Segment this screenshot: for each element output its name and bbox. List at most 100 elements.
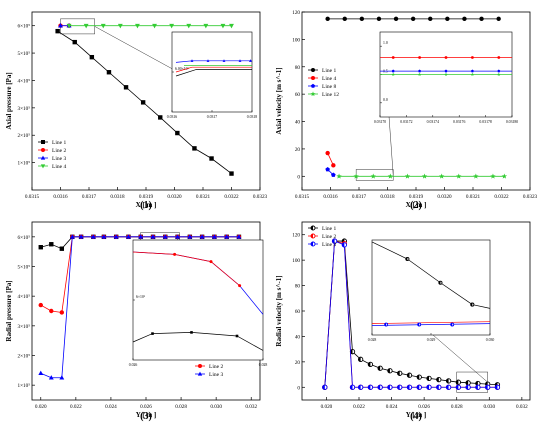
data-point [59, 375, 65, 380]
legend: Line 1 Line 2 Line 3 [308, 225, 336, 248]
y-tick-label: 20 [295, 360, 301, 366]
inset-data-point [238, 59, 242, 62]
x-tick-label: 0.0316 [53, 194, 68, 200]
inset-frame [171, 31, 253, 113]
y-tick-label: 2×10⁵ [17, 354, 30, 360]
x-tick-label: 0.0323 [523, 194, 538, 200]
data-point [455, 384, 461, 390]
data-point [152, 23, 157, 29]
x-tick-label: 0.0317 [82, 194, 97, 200]
y-tick-label: 120 [292, 10, 300, 16]
x-tick-label: 0.0322 [224, 194, 239, 200]
y-tick-label: 5×10⁵ [17, 51, 30, 57]
inset-data-point [222, 59, 226, 62]
data-point [436, 377, 442, 383]
x-tick-label: 0.0318 [380, 194, 395, 200]
data-point [445, 378, 452, 384]
data-point [426, 384, 432, 390]
data-point [162, 234, 168, 239]
data-point [336, 173, 342, 179]
data-point [359, 16, 365, 22]
legend: Line 1 Line 2 Line 3 Line 4 [38, 140, 66, 170]
data-point [135, 23, 140, 29]
data-point [229, 171, 234, 176]
legend-label: Line 1 [322, 68, 336, 74]
chart-panel-3: 0.020 0.022 0.024 0.026 0.028 0.030 0.032 1×10⁵… [5, 221, 267, 419]
data-point [192, 146, 197, 151]
x-tick-label: 0.028 [175, 404, 187, 410]
inset-x-tick-label: 0.03170 [374, 120, 386, 124]
inset-y-tick-label: 0.5 [383, 70, 388, 74]
inset-x-tick-label: 0.03174 [427, 120, 439, 124]
inset-data-point [497, 56, 501, 59]
data-point [59, 310, 65, 315]
data-point [397, 370, 403, 376]
data-point [203, 23, 209, 29]
y-tick-label: 0 [297, 385, 300, 391]
legend-label: Line 3 [209, 372, 223, 378]
zoom-box [60, 18, 95, 35]
y-axis-label: Radial velocity [m s^-1] [275, 275, 283, 346]
y-tick-label: 1×10⁵ [17, 161, 30, 167]
x-tick-label: 0.0320 [437, 194, 452, 200]
legend-label: Line 1 [52, 140, 66, 146]
data-point [438, 173, 445, 179]
legend-marker [310, 233, 316, 239]
data-point [462, 16, 467, 22]
data-point [494, 384, 501, 390]
inset-chart: 0.0316 0.0317 0.0318 6.00×10⁵ [167, 31, 257, 119]
data-point [428, 16, 433, 22]
panel-caption-3: (3) [140, 411, 152, 422]
legend-label: Line 2 [209, 364, 223, 370]
inset-series-line [132, 251, 240, 286]
x-tick-label: 0.0319 [409, 194, 424, 200]
inset-data-point [444, 56, 448, 59]
x-tick-label: 0.0315 [25, 194, 40, 200]
x-tick-label: 0.020 [35, 404, 47, 410]
legend-label: Line 3 [52, 156, 66, 162]
inset-data-point [497, 69, 501, 73]
inset-data-point [248, 59, 252, 62]
x-tick-label: 0.0322 [494, 194, 509, 200]
data-point [406, 384, 413, 390]
data-point [199, 234, 205, 239]
data-point [113, 234, 119, 239]
data-point [89, 54, 95, 60]
data-point [485, 384, 491, 390]
data-point [48, 375, 54, 380]
y-tick-label: 60 [295, 92, 301, 98]
data-point [445, 384, 452, 390]
inset-data-point [235, 334, 239, 338]
inset-x-tick-label: 0.0317 [207, 115, 218, 119]
legend-marker [310, 241, 316, 247]
inset-data-point [470, 302, 475, 307]
data-point [117, 23, 123, 29]
data-point [38, 302, 43, 308]
data-point [55, 28, 60, 34]
data-point [100, 23, 106, 29]
series-line-3 [40, 236, 239, 379]
data-point [186, 23, 192, 29]
legend-label: Line 3 [322, 242, 336, 248]
inset-data-point [405, 256, 410, 262]
legend-marker [40, 155, 46, 160]
data-point [209, 156, 214, 161]
data-point [367, 361, 374, 368]
y-tick-label: 2×10⁵ [17, 133, 30, 139]
x-axis-label: X [ m ] [406, 201, 427, 209]
inset-y-tick-label: 6×10⁵ [136, 295, 146, 299]
y-tick-label: 4×10⁵ [17, 78, 30, 84]
inset-x-tick-label: 0.028 [368, 338, 377, 342]
inset-data-point [391, 72, 395, 76]
x-tick-label: 0.032 [245, 404, 257, 410]
inset-data-point [470, 72, 475, 76]
x-tick-label: 0.0318 [110, 194, 125, 200]
inset-y-tick-label: 1.0 [383, 41, 388, 45]
legend-marker [310, 83, 316, 88]
y-tick-label: 0 [297, 174, 300, 180]
legend-label: Line 8 [322, 84, 336, 90]
y-tick-label: 100 [292, 258, 300, 264]
data-point [220, 23, 226, 29]
inset-data-point [190, 331, 193, 334]
